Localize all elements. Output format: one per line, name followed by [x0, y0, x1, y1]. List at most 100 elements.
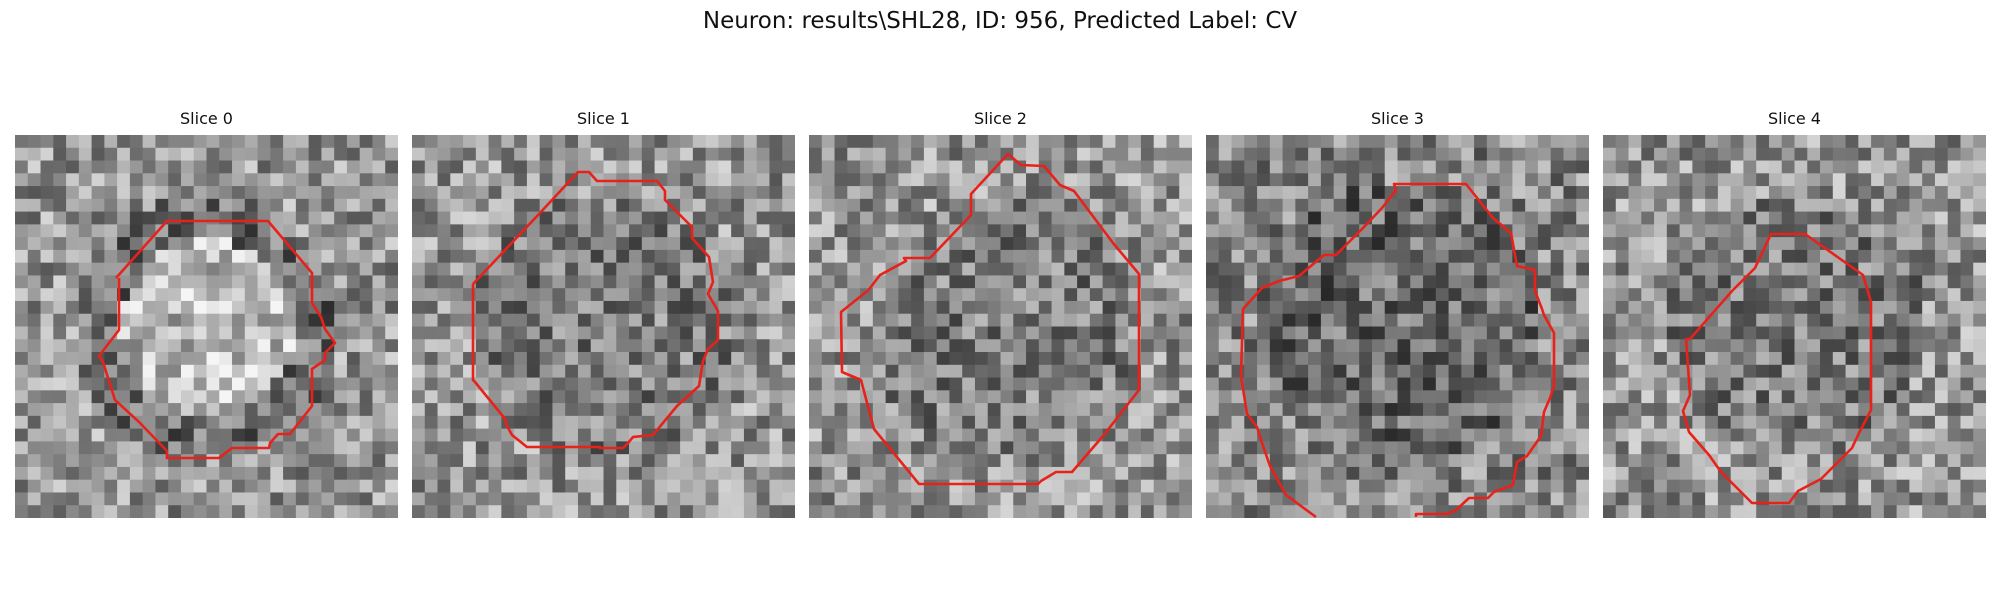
image-pixel — [911, 403, 925, 417]
image-pixel — [1499, 377, 1513, 391]
image-pixel — [1102, 186, 1116, 200]
image-pixel — [334, 275, 348, 289]
image-pixel — [1717, 390, 1732, 404]
image-pixel — [1000, 288, 1014, 302]
image-pixel — [219, 237, 233, 251]
image-pixel — [1922, 300, 1936, 315]
image-pixel — [936, 224, 951, 238]
image-pixel — [1423, 211, 1437, 225]
image-pixel — [1768, 237, 1783, 251]
image-pixel — [1679, 479, 1693, 494]
image-pixel — [346, 262, 361, 277]
image-pixel — [1026, 364, 1040, 379]
image-pixel — [1922, 186, 1936, 200]
image-pixel — [244, 390, 259, 404]
image-pixel — [1679, 147, 1693, 162]
image-pixel — [1756, 352, 1770, 366]
image-pixel — [1371, 249, 1386, 264]
image-pixel — [962, 479, 976, 494]
image-pixel — [923, 237, 938, 251]
image-pixel — [885, 160, 899, 174]
image-pixel — [577, 135, 592, 149]
image-pixel — [437, 441, 451, 455]
image-pixel — [232, 326, 246, 340]
image-pixel — [488, 237, 502, 251]
image-pixel — [782, 211, 795, 225]
image-pixel — [424, 377, 439, 391]
image-pixel — [78, 249, 93, 264]
image-pixel — [104, 224, 118, 238]
image-pixel — [1537, 505, 1552, 518]
image-pixel — [1384, 262, 1399, 277]
image-pixel — [321, 300, 335, 315]
image-pixel — [911, 275, 925, 289]
image-pixel — [1960, 249, 1974, 264]
image-pixel — [1499, 173, 1513, 187]
image-pixel — [1038, 173, 1053, 187]
image-pixel — [1051, 505, 1065, 518]
image-pixel — [834, 211, 848, 225]
image-pixel — [1397, 441, 1411, 455]
image-pixel — [1115, 479, 1129, 494]
image-pixel — [1730, 313, 1745, 328]
image-pixel — [1705, 339, 1719, 353]
image-pixel — [1499, 186, 1513, 200]
image-pixel — [1576, 403, 1589, 417]
image-pixel — [334, 352, 348, 366]
image-pixel — [232, 211, 246, 225]
image-pixel — [1960, 198, 1974, 213]
image-pixel — [1448, 466, 1462, 481]
image-pixel — [1448, 224, 1462, 238]
image-pixel — [1922, 173, 1936, 187]
image-pixel — [1435, 364, 1450, 379]
image-pixel — [885, 237, 899, 251]
image-pixel — [346, 211, 361, 225]
image-pixel — [1807, 160, 1821, 174]
image-pixel — [1679, 211, 1693, 225]
image-pixel — [53, 313, 67, 328]
image-pixel — [1423, 135, 1437, 149]
image-pixel — [308, 288, 322, 302]
image-pixel — [1166, 300, 1180, 315]
image-pixel — [206, 364, 220, 379]
image-pixel — [552, 313, 566, 328]
image-pixel — [463, 300, 477, 315]
image-pixel — [1832, 262, 1847, 277]
image-pixel — [283, 262, 297, 277]
image-pixel — [27, 364, 42, 379]
image-pixel — [860, 466, 874, 481]
image-pixel — [1679, 492, 1693, 506]
image-pixel — [1140, 135, 1155, 149]
image-pixel — [1768, 403, 1783, 417]
image-pixel — [1026, 454, 1040, 468]
image-pixel — [1371, 492, 1386, 506]
image-pixel — [219, 186, 233, 200]
image-pixel — [809, 352, 823, 366]
image-pixel — [475, 313, 490, 328]
image-pixel — [1282, 147, 1296, 162]
image-pixel — [743, 492, 758, 506]
image-pixel — [1512, 313, 1526, 328]
image-pixel — [1820, 326, 1834, 340]
image-pixel — [821, 479, 836, 494]
image-pixel — [40, 237, 54, 251]
image-pixel — [1576, 300, 1589, 315]
image-pixel — [936, 454, 951, 468]
image-pixel — [629, 147, 643, 162]
image-pixel — [1486, 364, 1501, 379]
image-pixel — [1794, 339, 1808, 353]
image-pixel — [1461, 479, 1475, 494]
image-pixel — [1474, 275, 1488, 289]
image-pixel — [756, 186, 771, 200]
image-pixel — [193, 326, 208, 340]
image-pixel — [1641, 505, 1655, 518]
image-pixel — [1038, 313, 1053, 328]
image-pixel — [1166, 147, 1180, 162]
image-pixel — [1576, 454, 1589, 468]
image-pixel — [1115, 377, 1129, 391]
image-pixel — [1026, 300, 1040, 315]
image-pixel — [1832, 313, 1847, 328]
image-pixel — [66, 339, 80, 353]
image-pixel — [731, 198, 745, 213]
image-pixel — [1666, 352, 1681, 366]
